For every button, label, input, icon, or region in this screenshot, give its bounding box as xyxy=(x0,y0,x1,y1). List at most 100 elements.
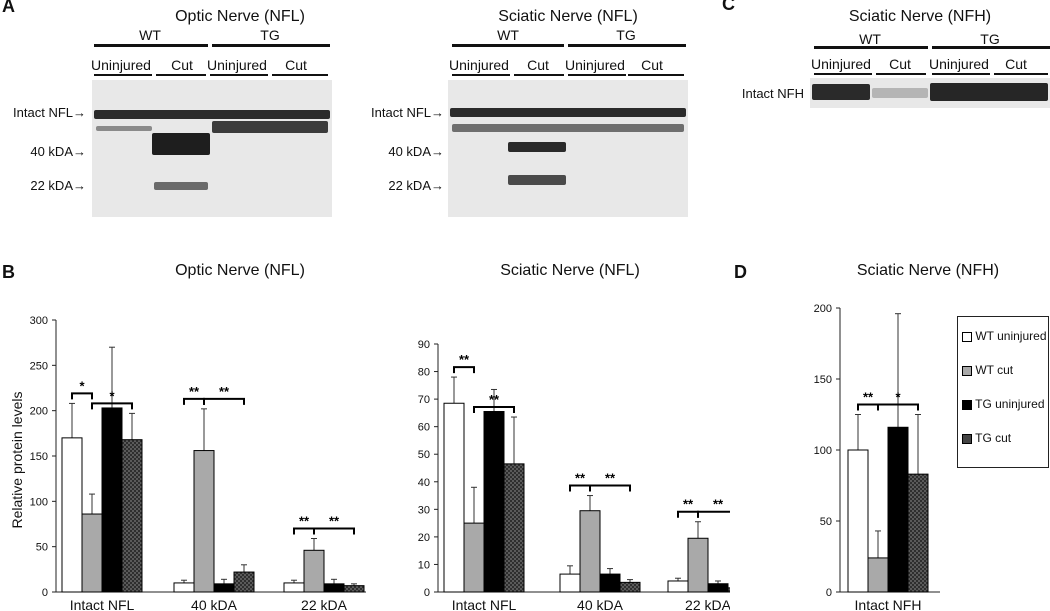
optic-wt-group-bar xyxy=(94,44,208,47)
y-tick-label: 200 xyxy=(814,303,832,315)
y-tick-label: 10 xyxy=(418,559,430,571)
significance-bracket xyxy=(877,403,919,411)
bar-wt-cut xyxy=(867,557,889,593)
nfh-blot-title: Sciatic Nerve (NFH) xyxy=(848,8,992,25)
optic-marker-22kda: 22 kDA→ xyxy=(30,178,86,193)
bar-tg-cut xyxy=(619,581,641,593)
x-category-label: Intact NFL xyxy=(452,597,517,611)
significance-label: ** xyxy=(605,471,616,486)
legend-label: WT cut xyxy=(975,363,1014,377)
significance-label: ** xyxy=(489,392,500,407)
y-tick-label: 0 xyxy=(424,587,430,599)
sciatic-marker-22kda: 22 kDA→ xyxy=(388,178,444,193)
nfh-wt-group-bar xyxy=(814,46,928,49)
significance-bracket xyxy=(697,510,730,518)
bar-tg-uninjured xyxy=(707,583,729,593)
significance-label: ** xyxy=(575,471,586,486)
bar-tg-cut xyxy=(233,571,255,593)
significance-bracket xyxy=(313,527,355,535)
panel-letter-d: D xyxy=(734,262,747,282)
significance-label: ** xyxy=(189,384,200,399)
sciatic-marker-40kda: 40 kDA→ xyxy=(388,144,444,159)
sciatic-lane-bar xyxy=(452,74,510,76)
optic-lane-bar xyxy=(210,74,268,76)
bar-wt-uninjured xyxy=(443,402,465,593)
significance-bracket xyxy=(473,406,515,414)
significance-label: ** xyxy=(219,384,230,399)
y-tick-label: 300 xyxy=(30,315,48,327)
optic-tg-group-bar xyxy=(212,44,330,47)
sciatic-tg-label: TG xyxy=(616,27,636,43)
bar-tg-cut xyxy=(727,587,730,593)
x-category-label: Intact NFL xyxy=(70,597,135,611)
nfh-lane-tg-cut: Cut xyxy=(1005,56,1027,72)
y-tick-label: 50 xyxy=(36,542,48,554)
sciatic-lane-bar xyxy=(628,74,684,76)
nfh-tg-label: TG xyxy=(980,31,1000,47)
x-category-label: 40 kDA xyxy=(577,597,624,611)
y-tick-label: 250 xyxy=(30,360,48,372)
bar-tg-cut xyxy=(121,439,143,593)
sciatic-lane-wt-uninjured: Uninjured xyxy=(449,57,509,73)
optic-lane-tg-cut: Cut xyxy=(285,57,307,73)
nfh-tg-group-bar xyxy=(932,46,1050,49)
nfh-lane-wt-uninjured: Uninjured xyxy=(811,56,871,72)
legend-label: WT uninjured xyxy=(975,329,1047,343)
legend-label: TG cut xyxy=(975,431,1012,445)
nfh-lane-bar xyxy=(876,73,926,75)
nfh-lane-bar xyxy=(994,73,1048,75)
nfh-lane-tg-uninjured: Uninjured xyxy=(929,56,989,72)
legend-item-tg-uninjured: TG uninjured xyxy=(962,397,1045,411)
significance-label: * xyxy=(895,390,901,405)
sciatic-wt-group-bar xyxy=(452,44,564,47)
y-tick-label: 90 xyxy=(418,339,430,351)
x-category-label: 40 kDA xyxy=(191,597,238,611)
sciatic-tg-group-bar xyxy=(568,44,686,47)
nfh-chart-title: Sciatic Nerve (NFH) xyxy=(856,262,1000,279)
optic-blot-title: Optic Nerve (NFL) xyxy=(175,8,305,25)
y-tick-label: 20 xyxy=(418,532,430,544)
bar-tg-cut xyxy=(503,463,525,593)
sciatic-blot-title: Sciatic Nerve (NFL) xyxy=(498,8,638,25)
sciatic-lane-tg-cut: Cut xyxy=(641,57,663,73)
optic-lane-wt-cut: Cut xyxy=(171,57,193,73)
x-category-label: 22 kDA xyxy=(685,597,730,611)
legend-label: TG uninjured xyxy=(975,397,1045,411)
panel-letter-b: B xyxy=(2,262,15,282)
x-category-label: Intact NFH xyxy=(855,597,922,611)
sciatic-blot-image xyxy=(448,80,688,217)
panel-letter-c: C xyxy=(722,0,735,14)
bar-wt-cut xyxy=(579,510,601,593)
chart-legend: WT uninjured WT cut TG uninjured TG cut xyxy=(957,316,1049,468)
optic-marker-intact: Intact NFL→ xyxy=(13,105,86,120)
y-tick-label: 50 xyxy=(820,516,832,528)
bar-wt-uninjured xyxy=(61,437,83,593)
sciatic-chart-title: Sciatic Nerve (NFL) xyxy=(500,262,640,279)
bar-tg-uninjured xyxy=(599,573,621,593)
optic-nerve-bar-chart: Relative protein levels 0 50 100 150 200 250 3… xyxy=(9,315,366,611)
legend-swatch xyxy=(962,433,972,444)
significance-label: ** xyxy=(329,514,340,529)
y-tick-label: 80 xyxy=(418,367,430,379)
bar-wt-cut xyxy=(81,513,103,593)
optic-blot-image xyxy=(92,80,332,217)
y-tick-label: 200 xyxy=(30,406,48,418)
bar-wt-cut xyxy=(303,549,325,593)
optic-chart-title: Optic Nerve (NFL) xyxy=(175,262,305,279)
optic-marker-40kda: 40 kDA→ xyxy=(30,144,86,159)
y-tick-label: 150 xyxy=(814,374,832,386)
optic-wt-label: WT xyxy=(139,27,161,43)
optic-lane-wt-uninjured: Uninjured xyxy=(91,57,151,73)
y-tick-label: 50 xyxy=(418,449,430,461)
legend-swatch xyxy=(962,365,972,376)
bar-wt-uninjured xyxy=(667,580,689,593)
bar-wt-cut xyxy=(687,537,709,593)
x-category-label: 22 kDA xyxy=(301,597,348,611)
legend-item-tg-cut: TG cut xyxy=(962,431,1011,445)
bar-tg-uninjured xyxy=(887,426,909,593)
sciatic-nerve-nfl-bar-chart: 0 10 20 30 40 50 60 70 80 90 Intact NFL 40 kDA 22 kD… xyxy=(418,339,730,611)
optic-lane-bar xyxy=(272,74,328,76)
significance-bracket xyxy=(677,510,699,518)
bar-wt-uninjured xyxy=(559,573,581,593)
optic-lane-bar xyxy=(94,74,152,76)
